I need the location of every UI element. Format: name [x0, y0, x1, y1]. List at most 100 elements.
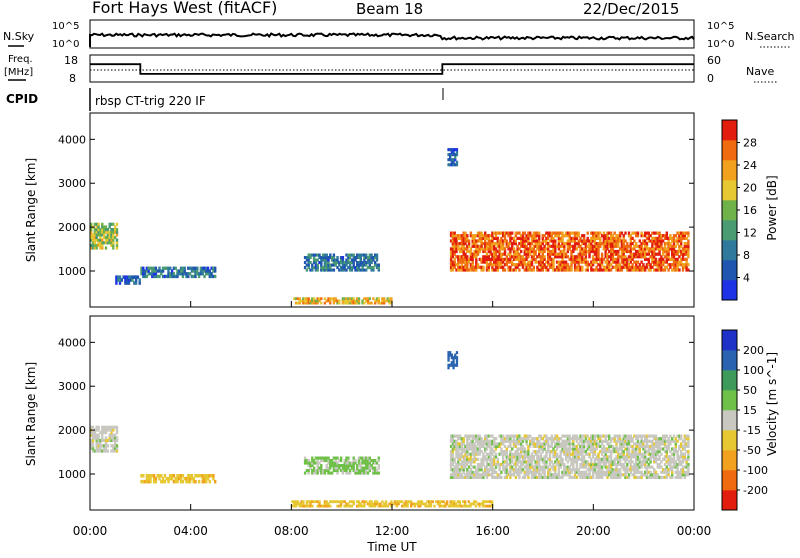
power-cell	[530, 260, 534, 264]
power-cell	[570, 257, 573, 261]
power-cell	[450, 150, 453, 154]
power-cell	[609, 236, 613, 240]
velocity-cell	[325, 459, 328, 463]
velocity-cell	[406, 502, 409, 506]
velocity-cell	[586, 442, 589, 446]
power-cell	[329, 299, 332, 303]
power-cell	[90, 228, 93, 232]
power-cell	[579, 265, 582, 269]
power-cell	[485, 242, 489, 246]
velocity-cell	[475, 470, 478, 474]
power-cell	[667, 244, 670, 248]
velocity-cell	[352, 461, 355, 465]
velocity-cell	[685, 444, 688, 448]
velocity-cell	[545, 442, 548, 446]
velocity-cell	[624, 442, 627, 446]
velocity-cell	[462, 500, 465, 504]
velocity-cell	[539, 455, 543, 459]
velocity-cell	[566, 450, 570, 454]
velocity-cell	[473, 475, 476, 479]
power-cell	[476, 239, 480, 243]
velocity-cell	[343, 469, 346, 473]
power-cell	[449, 155, 452, 159]
velocity-cell	[352, 502, 355, 506]
power-cell	[458, 255, 462, 259]
velocity-cell	[485, 500, 488, 504]
power-cell	[208, 269, 211, 273]
power-cell	[496, 257, 499, 261]
velocity-cell	[611, 473, 615, 477]
power-cell	[545, 239, 548, 243]
velocity-cell	[453, 500, 456, 504]
velocity-cell	[577, 455, 580, 459]
velocity-cell	[494, 455, 498, 459]
velocity-cell	[90, 433, 93, 437]
power-cell	[563, 234, 566, 238]
velocity-cell	[543, 455, 546, 459]
velocity-cell	[674, 439, 677, 443]
velocity-cell	[478, 447, 481, 451]
velocity-cell	[606, 442, 609, 446]
power-cell	[143, 269, 147, 273]
velocity-cell	[539, 465, 543, 469]
power-cell	[347, 301, 350, 305]
velocity-cell	[606, 450, 609, 454]
power-cell	[653, 236, 656, 240]
power-cell	[174, 274, 177, 279]
power-cell	[352, 256, 355, 260]
power-cell	[604, 268, 607, 272]
velocity-cell	[575, 475, 579, 479]
power-cell	[503, 257, 507, 261]
velocity-cell	[516, 470, 519, 474]
power-cell	[543, 244, 546, 248]
power-cell	[142, 269, 145, 273]
velocity-cell	[311, 469, 314, 473]
velocity-cell	[658, 442, 661, 446]
power-cell	[541, 239, 544, 243]
velocity-cell	[608, 468, 611, 472]
velocity-cell	[361, 469, 364, 473]
power-cell	[563, 252, 566, 256]
velocity-cell	[478, 444, 481, 448]
power-cell	[608, 265, 611, 269]
velocity-cell	[573, 457, 577, 461]
velocity-cell	[115, 436, 119, 440]
velocity-cell	[595, 442, 598, 446]
cpid-label: CPID	[6, 92, 38, 106]
power-cell	[644, 231, 647, 235]
power-cell	[608, 244, 611, 248]
velocity-cell	[475, 468, 478, 472]
velocity-cell	[206, 474, 210, 478]
power-cell	[604, 236, 607, 240]
velocity-cell	[460, 452, 464, 456]
power-cell	[602, 231, 606, 235]
velocity-cell	[451, 502, 454, 506]
power-cell	[595, 247, 598, 251]
velocity-cell	[640, 442, 643, 446]
power-cell	[555, 244, 559, 248]
velocity-cell	[199, 474, 203, 478]
velocity-cell	[676, 452, 679, 456]
velocity-cell	[404, 500, 407, 504]
velocity-cell	[645, 437, 649, 441]
power-cell	[656, 263, 659, 267]
velocity-cell	[381, 500, 384, 504]
power-cell	[467, 268, 471, 272]
velocity-cell	[114, 441, 117, 445]
velocity-cell	[363, 459, 366, 463]
power-cell	[617, 252, 620, 256]
power-cell	[606, 239, 609, 243]
velocity-cell	[595, 470, 598, 474]
power-cell	[475, 263, 478, 267]
power-cell	[487, 239, 490, 243]
velocity-cell	[593, 460, 597, 464]
power-cell	[680, 244, 683, 248]
power-cell	[662, 263, 665, 267]
velocity-cell	[101, 428, 104, 432]
power-cell	[97, 228, 100, 232]
power-cell	[633, 265, 636, 269]
velocity-cell	[521, 475, 525, 479]
power-cell	[581, 255, 584, 259]
power-cell	[566, 231, 570, 235]
velocity-cell	[112, 433, 115, 437]
